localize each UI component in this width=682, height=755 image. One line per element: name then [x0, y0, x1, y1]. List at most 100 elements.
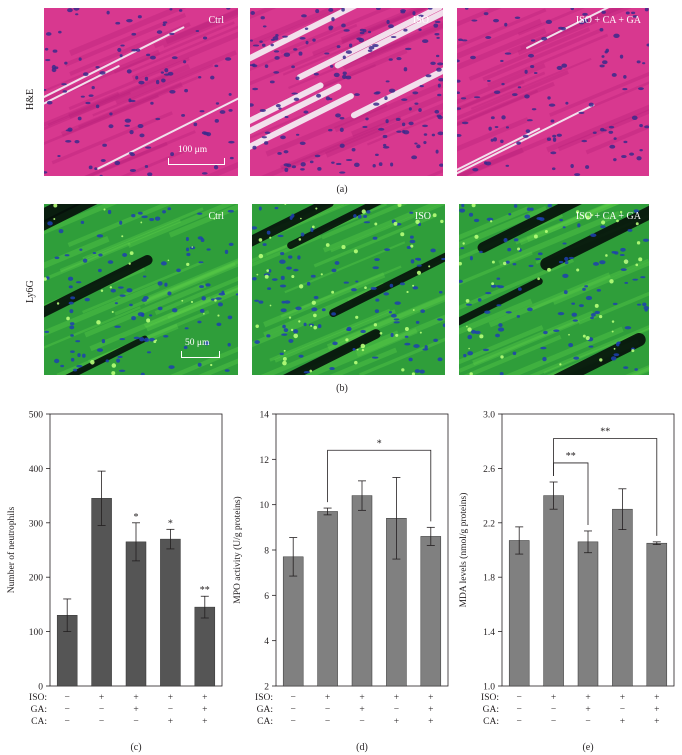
treatment-sign: + — [359, 693, 364, 703]
y-tick-label: 6 — [264, 592, 269, 602]
bar — [508, 540, 530, 687]
treatment-sign: + — [202, 693, 207, 703]
treatment-sign: − — [99, 705, 104, 715]
treatment-sign: + — [168, 717, 173, 727]
y-tick-label: 14 — [260, 411, 270, 421]
treatment-sign: − — [517, 717, 522, 727]
ly6g-panel-iso: ISO — [252, 204, 445, 375]
ly6g-panel-iso-ca-ga: ISO + CA + GA — [459, 204, 649, 375]
y-tick-label: 10 — [260, 501, 270, 511]
treatment-sign: − — [65, 693, 70, 703]
treatment-sign: + — [359, 705, 364, 715]
panel-label: ISO + CA + GA — [575, 211, 641, 222]
treatment-row-label: CA: — [257, 717, 273, 727]
treatment-sign: − — [517, 705, 522, 715]
ly6g-micrograph — [459, 204, 649, 375]
ly6g-micrograph — [252, 204, 445, 375]
comparison-bracket — [553, 438, 658, 536]
scale-bar — [181, 351, 220, 358]
treatment-sign: + — [551, 693, 556, 703]
treatment-row-label: CA: — [31, 717, 47, 727]
treatment-row-label: GA: — [483, 705, 499, 715]
y-tick-label: 1.4 — [483, 628, 495, 638]
bar — [317, 511, 338, 687]
sublabel-b: (b) — [336, 383, 348, 394]
bar — [194, 606, 216, 687]
treatment-sign: − — [620, 705, 625, 715]
bar — [125, 541, 147, 687]
treatment-row-label: ISO: — [29, 693, 47, 703]
treatment-sign: + — [202, 717, 207, 727]
scale-bar-label: 100 μm — [178, 145, 208, 155]
he-micrograph — [44, 8, 238, 176]
y-tick-label: 300 — [29, 519, 44, 529]
bracket-label: * — [377, 438, 382, 449]
treatment-sign: + — [428, 705, 433, 715]
he-panel-iso-ca-ga: ISO + CA + GA — [457, 8, 649, 176]
treatment-row-label: GA: — [31, 705, 47, 715]
treatment-row-label: GA: — [257, 705, 273, 715]
bar — [351, 495, 373, 687]
treatment-sign: − — [65, 717, 70, 727]
he-panel-ctrl: Ctrl 100 μm — [44, 8, 238, 176]
treatment-sign: − — [99, 717, 104, 727]
y-tick-label: 8 — [264, 547, 269, 557]
y-tick-label: 200 — [29, 574, 44, 584]
treatment-sign: − — [291, 705, 296, 715]
treatment-sign: + — [133, 705, 138, 715]
chart-mda: 1.0 1.4 1.8 2.2 2.6 3.0 MDA levels (nmol/g pro… — [458, 411, 675, 753]
treatment-sign: + — [428, 717, 433, 727]
panel-label: ISO — [414, 211, 431, 222]
y-tick-label: 2 — [264, 683, 269, 693]
y-tick-label: 2.2 — [483, 519, 495, 529]
scale-bar — [168, 158, 225, 165]
bar — [577, 541, 599, 687]
treatment-row-label: CA: — [483, 717, 499, 727]
ly6g-micrograph — [44, 204, 238, 375]
treatment-sign: − — [133, 717, 138, 727]
treatment-sign: + — [620, 717, 625, 727]
bar — [160, 538, 181, 687]
significance-label: * — [134, 512, 139, 523]
panel-sublabel: (c) — [130, 742, 141, 753]
significance-label: * — [168, 518, 173, 529]
bar — [420, 536, 442, 687]
treatment-sign: + — [99, 693, 104, 703]
bar — [543, 495, 564, 687]
treatment-sign: − — [551, 705, 556, 715]
bracket-label: ** — [600, 426, 610, 437]
treatment-row-label: ISO: — [255, 693, 273, 703]
y-tick-label: 0 — [38, 683, 43, 693]
bar — [91, 498, 112, 687]
treatment-sign: + — [620, 693, 625, 703]
treatment-row-label: ISO: — [481, 693, 499, 703]
bracket-label: ** — [566, 451, 576, 462]
chart-mpo: 2 4 6 8 10 12 14 MPO activity (U/g proteins) * IS… — [232, 411, 449, 753]
treatment-sign: − — [325, 717, 330, 727]
comparison-bracket — [327, 449, 432, 522]
treatment-sign: − — [517, 693, 522, 703]
significance-label: ** — [200, 585, 210, 596]
treatment-sign: − — [585, 717, 590, 727]
y-tick-label: 3.0 — [483, 411, 495, 421]
treatment-sign: + — [394, 693, 399, 703]
treatment-sign: − — [359, 717, 364, 727]
treatment-sign: − — [325, 705, 330, 715]
row-label-he: H&E — [25, 88, 36, 110]
treatment-sign: + — [394, 717, 399, 727]
panel-label: Ctrl — [208, 15, 224, 26]
treatment-sign: + — [585, 705, 590, 715]
treatment-sign: + — [654, 705, 659, 715]
ly6g-panel-ctrl: Ctrl 50 μm — [44, 204, 238, 375]
sublabel-a: (a) — [336, 184, 348, 195]
scale-bar-label: 50 μm — [185, 338, 210, 348]
panel-label: ISO — [412, 15, 429, 26]
y-tick-label: 2.6 — [483, 465, 495, 475]
y-tick-label: 1.0 — [483, 683, 495, 693]
treatment-sign: + — [654, 717, 659, 727]
treatment-sign: + — [168, 693, 173, 703]
treatment-sign: + — [133, 693, 138, 703]
y-tick-label: 500 — [29, 411, 44, 421]
treatment-sign: − — [551, 717, 556, 727]
y-tick-label: 100 — [29, 628, 44, 638]
